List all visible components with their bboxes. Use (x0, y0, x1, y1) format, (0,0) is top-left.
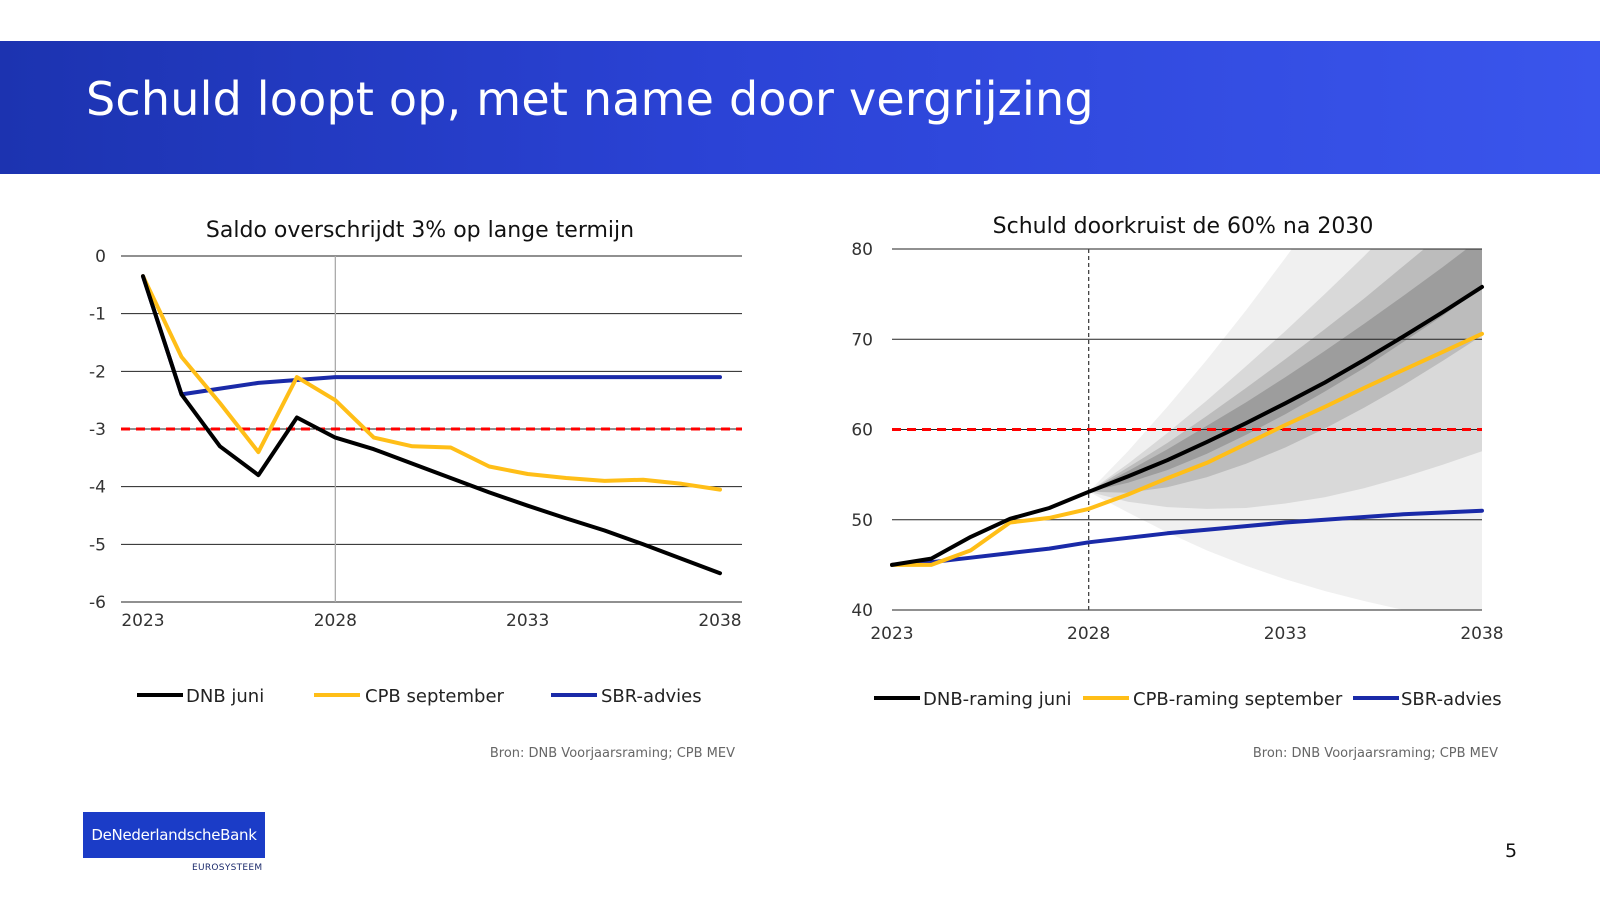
series-line-dnb-juni (141, 274, 722, 576)
logo-text: DeNederlandscheBank (91, 826, 257, 844)
x-tick-label: 2028 (314, 611, 357, 631)
series-line-cpb-september (141, 274, 722, 492)
y-tick-label: -1 (89, 305, 106, 325)
x-tick-label: 2023 (121, 611, 164, 631)
dnb-logo: DeNederlandscheBank (83, 812, 265, 858)
y-tick-label: -2 (89, 362, 106, 382)
page-number: 5 (1505, 840, 1518, 862)
y-tick-label: -4 (89, 478, 106, 498)
logo-subtext: EUROSYSTEEM (192, 863, 263, 873)
series-line-sbr-advies (141, 274, 722, 397)
x-tick-label: 2038 (698, 611, 741, 631)
title-banner (0, 41, 1600, 174)
chart-title: Saldo overschrijdt 3% op lange termijn (206, 218, 634, 243)
legend-label: SBR-advies (601, 686, 702, 707)
y-tick-label: -6 (89, 593, 106, 613)
y-tick-label: -3 (89, 420, 106, 440)
y-tick-label: 0 (95, 247, 106, 267)
source-note: Bron: DNB Voorjaarsraming; CPB MEV (490, 746, 735, 761)
legend-label: DNB juni (186, 686, 264, 707)
legend-label: CPB september (365, 686, 505, 707)
slide-title: Schuld loopt op, met name door vergrijzi… (86, 72, 1094, 126)
x-tick-label: 2033 (506, 611, 549, 631)
y-tick-label: -5 (89, 535, 106, 555)
